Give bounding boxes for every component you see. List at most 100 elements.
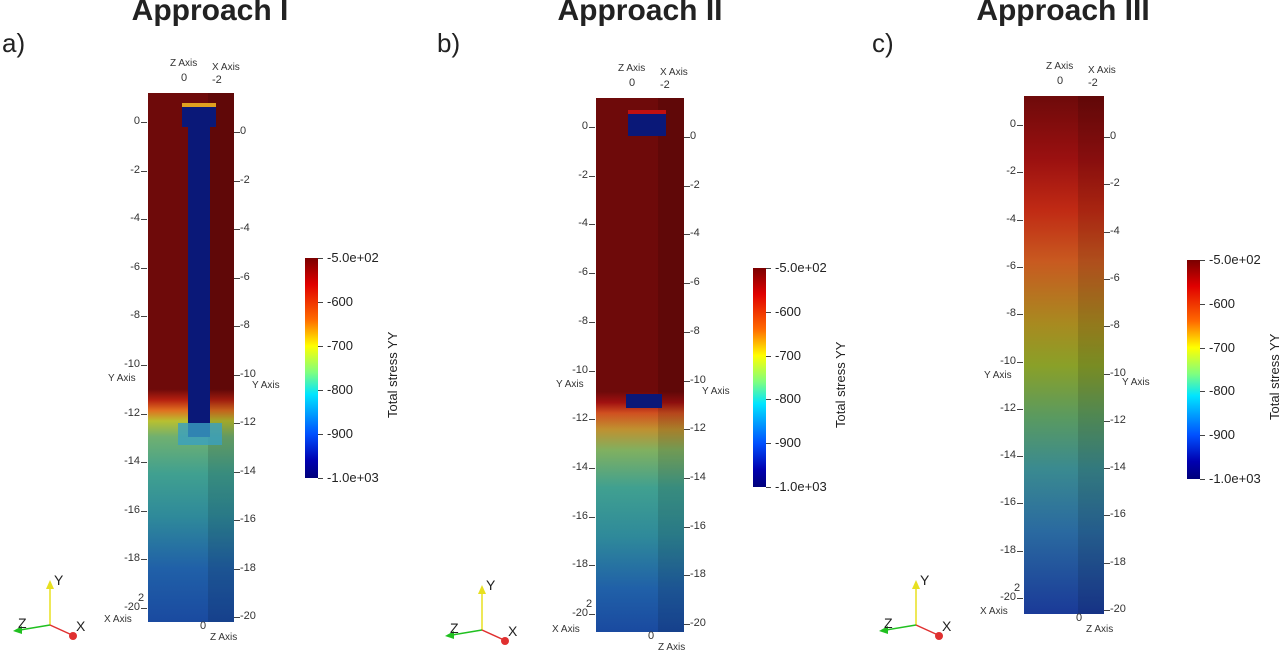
x-axis-name-bottom: X Axis: [104, 614, 132, 625]
colorbar-label: -5.0e+02: [327, 250, 379, 265]
pile-core: [188, 107, 210, 437]
y-axis-name-right: Y Axis: [252, 380, 280, 391]
orientation-triad: [879, 580, 943, 640]
z-axis-name-bottom: Z Axis: [658, 642, 686, 653]
colorbar-tick: [766, 355, 771, 357]
y-tick-left: 0: [581, 120, 588, 132]
triad-y-label: Y: [920, 572, 930, 588]
y-tick-left: -16: [124, 503, 140, 516]
colorbar-label: -5.0e+02: [775, 260, 827, 275]
y-tick-right: 0: [1110, 130, 1117, 142]
tick-mark: [234, 374, 240, 376]
colorbar-tick: [318, 258, 323, 259]
tick-mark: [589, 565, 595, 567]
tick-mark: [684, 575, 690, 577]
y-tick-right: -20: [1110, 603, 1126, 615]
x-axis-name-top: X Axis: [660, 67, 688, 78]
tick-mark: [141, 608, 147, 609]
y-tick-left: -4: [130, 212, 140, 225]
y-axis-name-right: Y Axis: [1122, 376, 1150, 388]
colorbar-tick: [1200, 479, 1205, 480]
colorbar-label: -700: [1209, 339, 1236, 355]
y-tick-left: -18: [1000, 543, 1016, 556]
tick-mark: [1017, 456, 1023, 458]
x-axis-arrow: [915, 624, 939, 636]
triad-z-label: Z: [884, 615, 893, 631]
tick-mark: [1017, 314, 1023, 316]
tick-mark: [1017, 550, 1023, 552]
tick-mark: [589, 614, 595, 615]
y-tick-left: 0: [133, 115, 140, 127]
pile-head: [182, 103, 216, 127]
y-tick-left: 0: [1009, 118, 1016, 130]
tick-mark: [1104, 420, 1110, 422]
tick-mark: [1104, 610, 1110, 611]
z-tick-top: 0: [181, 72, 188, 84]
colorbar-tick: [766, 443, 771, 445]
y-tick-right: -10: [240, 367, 256, 380]
tick-mark: [684, 380, 690, 382]
colorbar-label: -5.0e+02: [1209, 252, 1261, 267]
y-tick-right: -18: [690, 568, 706, 581]
colorbar-tick: [318, 478, 323, 479]
y-tick-right: -4: [1110, 224, 1120, 237]
tick-mark: [234, 423, 240, 424]
y-tick-right: 0: [240, 125, 247, 137]
tick-mark: [141, 316, 147, 318]
tick-mark: [141, 122, 147, 123]
tick-mark: [234, 326, 240, 327]
tick-mark: [589, 273, 595, 275]
y-tick-right: -2: [1110, 177, 1120, 190]
colorbar-label: -1.0e+03: [327, 470, 379, 485]
x-axis-name-bottom: X Axis: [980, 606, 1008, 617]
triad-x-label: X: [942, 618, 952, 634]
colorbar-tick: [1200, 435, 1205, 437]
tick-mark: [234, 132, 240, 133]
tick-mark: [684, 234, 690, 236]
x-tick-top: -2: [1088, 77, 1098, 89]
y-tick-left: -16: [1000, 496, 1016, 509]
y-tick-right: -20: [690, 617, 706, 629]
y-tick-right: -12: [240, 416, 256, 428]
orientation-triad: [445, 585, 509, 645]
colorbar-tick: [318, 390, 323, 391]
x-axis-name-top: X Axis: [1088, 65, 1116, 76]
y-tick-left: -18: [572, 558, 588, 571]
tick-mark: [141, 559, 147, 561]
colorbar-tick: [1200, 391, 1205, 393]
colorbar-label: -900: [1209, 427, 1236, 443]
pile-bottom-block: [626, 394, 662, 408]
y-tick-right: -2: [690, 178, 700, 191]
colorbar-label: -1.0e+03: [1209, 471, 1261, 486]
tick-mark: [141, 462, 147, 464]
y-tick-right: -14: [690, 470, 706, 483]
orientation-triad: [13, 580, 77, 640]
y-tick-right: 0: [690, 130, 697, 142]
panel-title: Approach II: [557, 0, 723, 27]
z-axis-name-top: Z Axis: [1046, 61, 1074, 72]
colorbar-title: Total stress YY: [1267, 333, 1280, 420]
z-axis-name-top: Z Axis: [618, 63, 646, 74]
tick-mark: [234, 471, 240, 473]
y-tick-left: -18: [124, 552, 140, 565]
y-tick-left: -14: [572, 460, 588, 473]
y-tick-left: -12: [124, 406, 140, 419]
triad-y-label: Y: [54, 572, 64, 588]
y-tick-right: -16: [1110, 508, 1126, 521]
tick-mark: [684, 137, 690, 138]
y-tick-left: -6: [578, 266, 588, 279]
y-tick-right: -8: [1110, 319, 1120, 332]
y-axis-name-left: Y Axis: [108, 373, 136, 384]
panel-title: Approach I: [131, 0, 289, 27]
x-axis-arrow: [49, 624, 73, 636]
tick-mark: [589, 127, 595, 128]
colorbar-label: -700: [775, 347, 802, 363]
colorbar-tick: [766, 311, 771, 313]
y-tick-right: -6: [240, 270, 250, 283]
y-tick-left: -12: [1000, 401, 1016, 414]
y-tick-right: -6: [690, 276, 700, 289]
y-tick-right: -10: [690, 373, 706, 386]
y-tick-right: -14: [240, 464, 256, 477]
y-tick-left: -20: [572, 607, 588, 619]
tick-mark: [1104, 137, 1110, 138]
